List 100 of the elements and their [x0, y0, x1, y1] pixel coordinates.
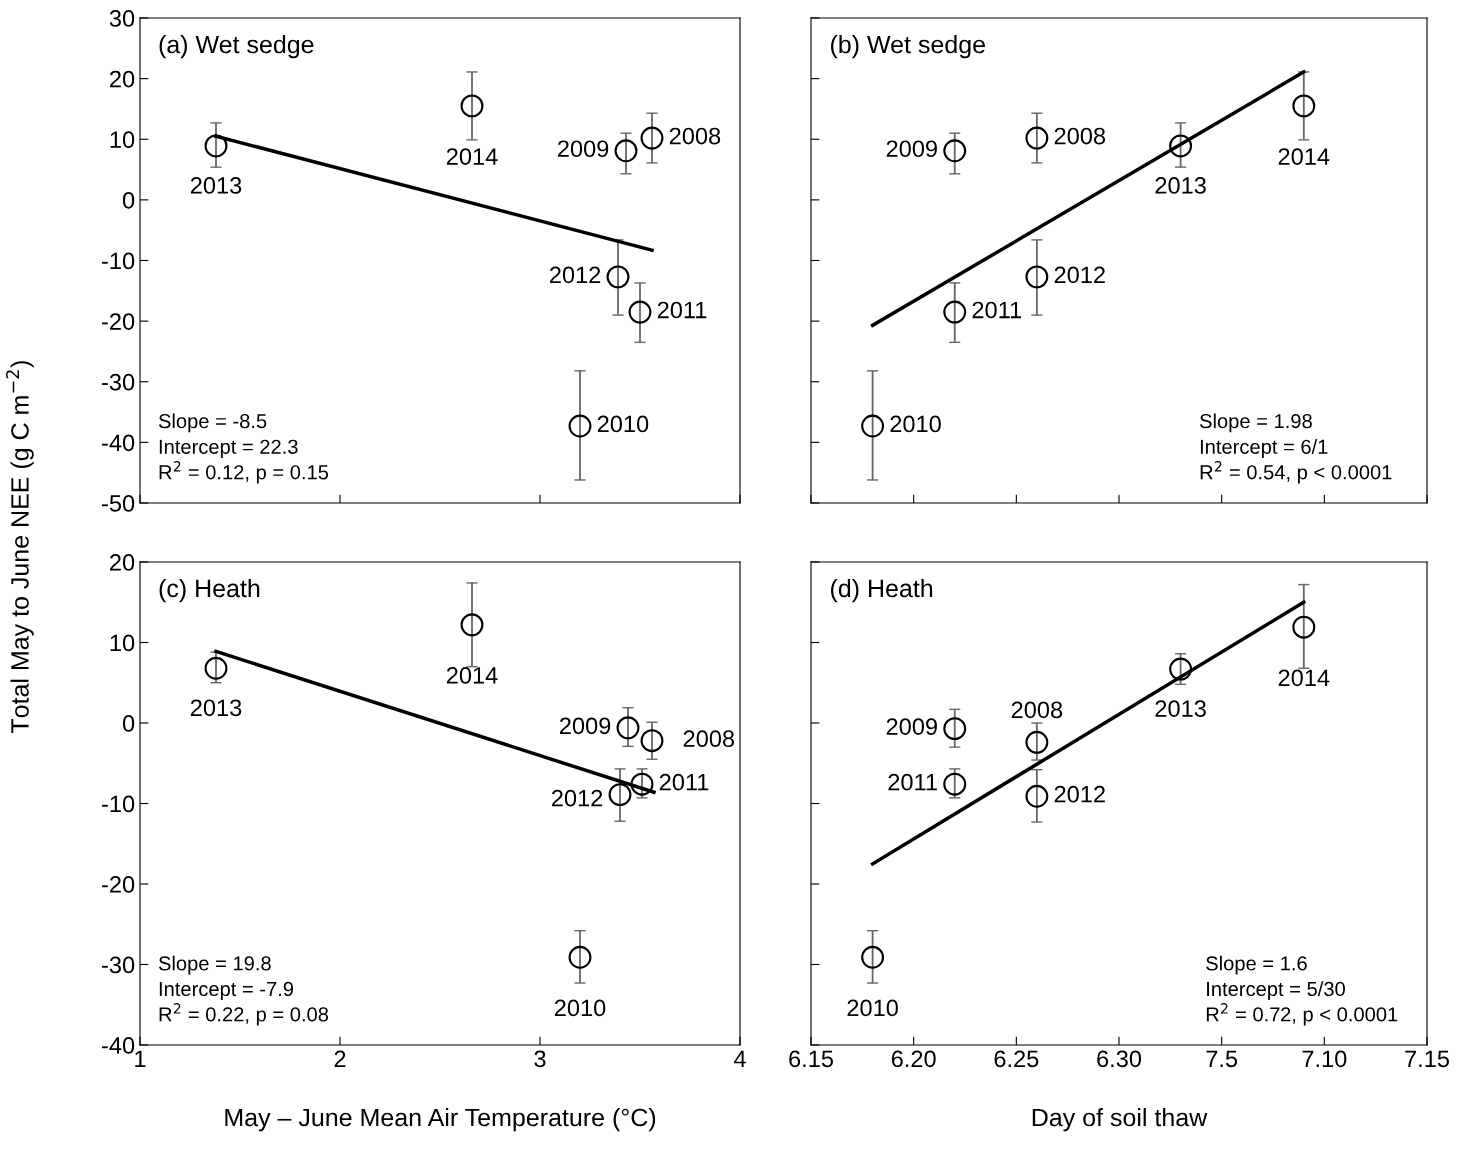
annotation: 2012 — [1054, 785, 1105, 803]
point — [1025, 784, 1049, 808]
point — [1169, 657, 1193, 681]
x-tick-label: 1 — [135, 1050, 146, 1067]
point — [568, 945, 592, 969]
y-tick-label: -20 — [102, 313, 135, 330]
y-tick-label: -10 — [102, 795, 135, 813]
annotation: 2011 — [659, 773, 709, 791]
x-tick-label: 2 — [334, 1050, 346, 1067]
annotation: 2008 — [683, 730, 735, 748]
annotation: Slope = -8.5 — [158, 413, 267, 433]
annotation: 2011 — [888, 773, 937, 791]
annotation: 2009 — [560, 717, 611, 735]
point — [1292, 94, 1316, 118]
text: (d) Heath — [831, 578, 933, 603]
x-tick-label: 6.30 — [1097, 1050, 1142, 1068]
x-tick-label: 6.25 — [994, 1050, 1039, 1068]
point — [1025, 265, 1049, 289]
annotation: 2013 — [1155, 700, 1206, 717]
annotation: Intercept = 5/30 — [1207, 981, 1345, 1001]
y-tick-label: -50 — [102, 495, 135, 512]
point — [943, 139, 967, 163]
point — [628, 300, 652, 324]
y-tick-label: 30 — [109, 10, 135, 27]
annotation: Intercept = -7.9 — [159, 981, 294, 1001]
point — [640, 126, 664, 150]
annotation: Intercept = 6/1 — [1200, 439, 1328, 458]
x-tick-label: 4 — [733, 1050, 746, 1067]
annotation: Slope = 1.6 — [1206, 955, 1307, 975]
point — [943, 772, 967, 796]
annotation: 2010 — [597, 415, 649, 433]
annotation: R$^{2}$ = 0.54, p < 0.0001 — [1200, 461, 1392, 484]
annotation: R$^{2}$ = 0.22, p = 0.08 — [159, 1003, 329, 1026]
annotation: 2012 — [552, 789, 603, 807]
point — [568, 414, 592, 438]
annotation: 2008 — [1054, 127, 1106, 145]
text: (c) Heath — [159, 578, 260, 603]
y-tick-label: 0 — [122, 715, 135, 732]
point — [1025, 126, 1049, 150]
y-axis-title: Total May to June NEE (g C m$^{−2}$) — [6, 361, 34, 734]
annotation: 2014 — [446, 148, 498, 165]
annotation: 2010 — [890, 415, 941, 433]
y-tick-label: -30 — [102, 956, 135, 974]
annotation: 2008 — [1011, 701, 1063, 719]
point — [614, 139, 638, 163]
x-axis-title: Day of soil thaw — [1032, 1107, 1208, 1132]
point — [1169, 134, 1193, 158]
annotation: 2008 — [669, 127, 721, 145]
y-tick-label: -40 — [102, 1037, 135, 1054]
point — [616, 716, 640, 740]
annotation: R$^{2}$ = 0.72, p < 0.0001 — [1206, 1003, 1398, 1026]
x-tick-label: 7.10 — [1302, 1050, 1347, 1068]
annotation: 2014 — [1278, 669, 1330, 687]
text: (b) Wet sedge — [831, 34, 985, 59]
x-axis-title: May – June Mean Air Temperature (°C) — [225, 1107, 656, 1132]
y-tick-label: -10 — [102, 252, 135, 270]
point — [460, 94, 484, 118]
x-tick-label: 7.15 — [1405, 1050, 1449, 1068]
y-tick-label: -30 — [102, 373, 135, 391]
point — [1292, 615, 1316, 639]
annotation: 2011 — [972, 301, 1022, 319]
annotation: 2013 — [190, 699, 242, 717]
annotation: Intercept = 22.3 — [159, 439, 298, 458]
point — [204, 134, 228, 158]
text: (a) Wet sedge — [159, 34, 314, 59]
annotation: 2009 — [886, 718, 937, 735]
annotation: 2014 — [446, 667, 498, 684]
point — [943, 300, 967, 324]
point — [460, 613, 484, 637]
annotation: 2014 — [1278, 148, 1330, 165]
point — [630, 772, 654, 796]
x-tick-label: 3 — [534, 1050, 546, 1068]
annotation: 2010 — [554, 999, 606, 1017]
annotation: R$^{2}$ = 0.12, p = 0.15 — [159, 461, 329, 484]
annotation: Slope = 1.98 — [1200, 413, 1312, 433]
point — [861, 945, 885, 969]
annotation: 2009 — [558, 140, 609, 158]
x-tick-label: 6.15 — [789, 1050, 833, 1068]
point — [640, 729, 664, 753]
annotation: 2012 — [550, 266, 601, 284]
y-tick-label: 20 — [110, 554, 135, 571]
annotation: 2013 — [1155, 177, 1206, 194]
annotation: Slope = 19.8 — [158, 955, 271, 975]
y-tick-label: 20 — [110, 70, 135, 88]
y-tick-label: -40 — [102, 434, 135, 452]
point — [606, 265, 630, 289]
y-tick-label: 10 — [110, 634, 135, 652]
point — [861, 414, 885, 438]
y-tick-label: -20 — [102, 876, 135, 893]
annotation: 2013 — [190, 177, 242, 194]
annotation: 2012 — [1054, 266, 1105, 284]
point — [943, 717, 967, 741]
point — [1025, 730, 1049, 754]
point — [608, 783, 632, 807]
y-tick-label: 10 — [110, 131, 135, 149]
x-tick-label: 7.5 — [1206, 1050, 1238, 1068]
x-tick-label: 6.20 — [891, 1050, 936, 1068]
annotation: 2011 — [657, 301, 707, 319]
annotation: 2010 — [847, 999, 898, 1017]
annotation: 2009 — [886, 140, 937, 158]
